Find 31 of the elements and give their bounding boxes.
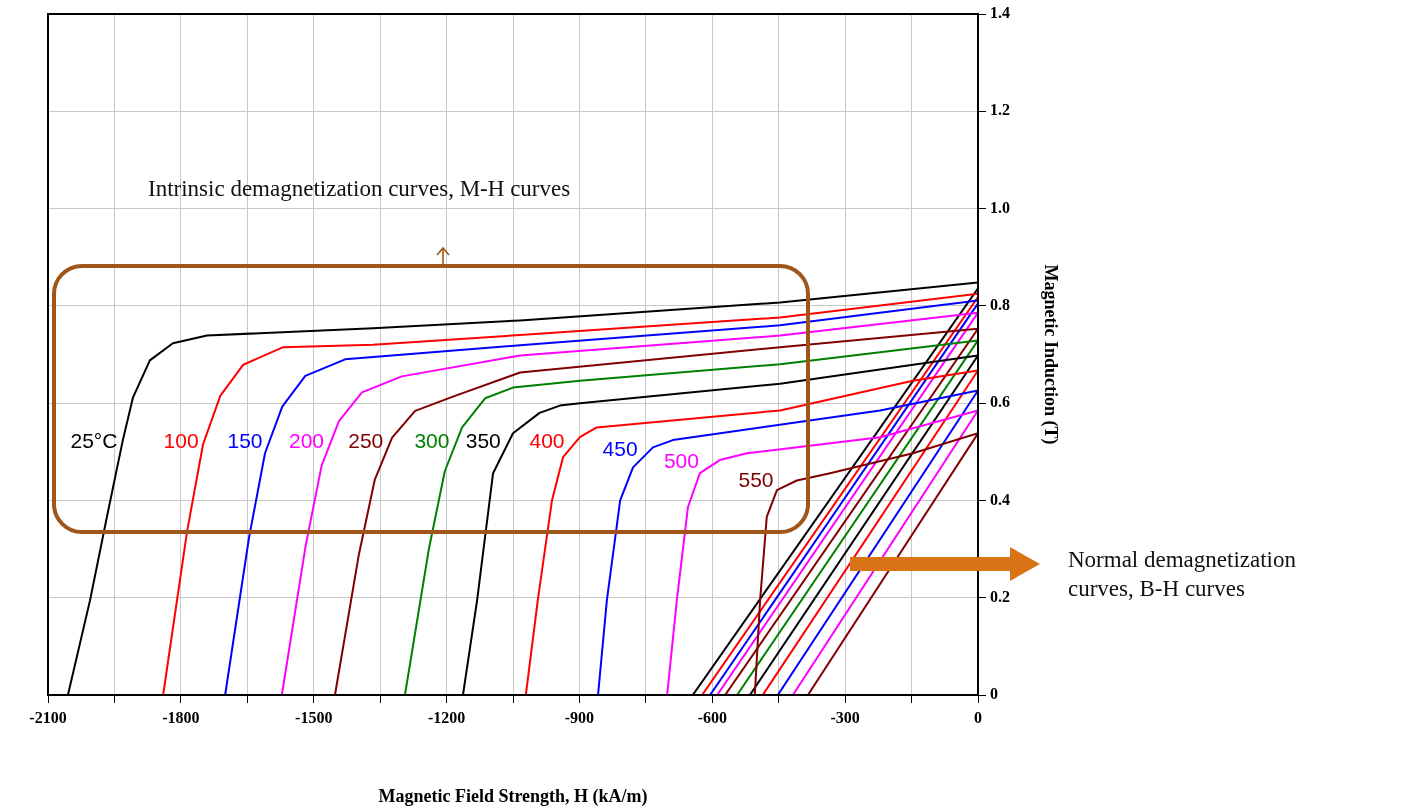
x-tick-label: -1800: [162, 708, 200, 726]
y-tick-label: 0: [990, 685, 998, 703]
x-tick-label: -2100: [29, 708, 67, 726]
series-label: 300: [414, 428, 450, 452]
y-tick-label: 1.2: [990, 101, 1010, 119]
series-label: 450: [602, 436, 638, 460]
x-tick-label: -600: [697, 708, 727, 726]
series-label: 200: [288, 428, 324, 452]
series-label: 550: [738, 468, 774, 492]
x-tick-label: -1200: [427, 708, 466, 726]
x-tick-label: 0: [974, 708, 982, 726]
x-axis-title: Magnetic Field Strength, H (kA/m): [378, 785, 648, 807]
series-label: 100: [163, 428, 199, 452]
y-tick-label: 0.4: [990, 490, 1010, 508]
y-tick-label: 0.6: [990, 393, 1010, 411]
x-tick-label: -900: [564, 708, 595, 726]
y-tick-label: 0.8: [990, 296, 1010, 313]
y-axis-title: Magnetic Induction (T): [1039, 264, 1061, 445]
series-label: 500: [663, 448, 699, 472]
series-label: 350: [465, 428, 501, 452]
annotation: Intrinsic demagnetization curves, M-H curves: [148, 176, 571, 202]
series-label: 400: [529, 428, 565, 452]
y-tick-label: 1.4: [990, 4, 1010, 22]
x-tick-label: -1500: [295, 708, 333, 726]
text: Normal demagnetization curves, B-H curves: [1068, 546, 1297, 603]
series-label: 250: [348, 428, 384, 452]
series-label: 25°C: [70, 428, 118, 452]
y-tick-label: 0.2: [990, 587, 1010, 605]
series-label: 150: [227, 428, 263, 452]
x-tick-label: -300: [830, 708, 860, 726]
y-tick-label: 1.0: [990, 198, 1010, 216]
